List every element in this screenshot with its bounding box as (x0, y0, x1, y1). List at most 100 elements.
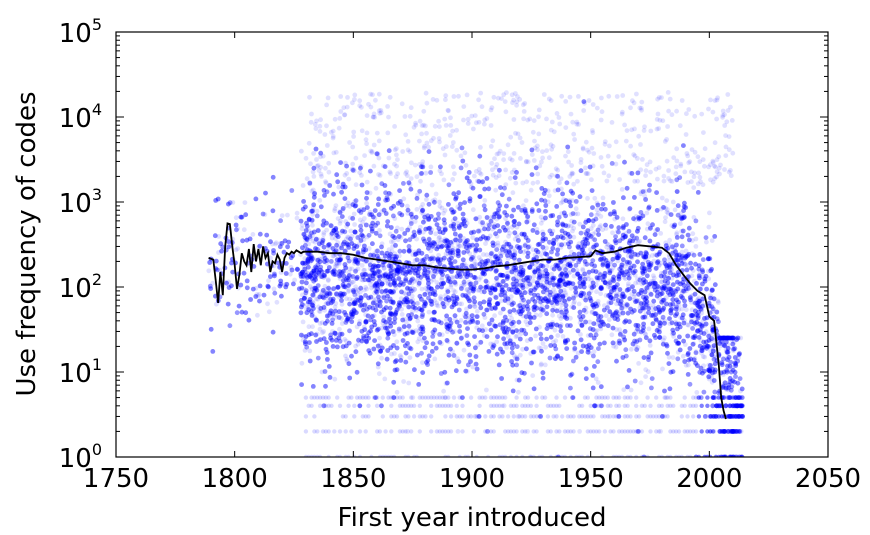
scatter-point (539, 278, 544, 283)
scatter-point (242, 200, 248, 206)
scatter-point (253, 285, 259, 291)
scatter-point (675, 349, 681, 355)
scatter-point (357, 318, 363, 324)
scatter-point (347, 203, 352, 209)
scatter-point (512, 257, 518, 263)
scatter-point (505, 225, 510, 231)
scatter-point (353, 289, 359, 294)
scatter-point (643, 168, 649, 174)
scatter-point (569, 304, 575, 310)
scatter-point (706, 224, 712, 230)
scatter-point (538, 345, 544, 351)
scatter-point (561, 298, 567, 304)
scatter-point (506, 233, 511, 239)
scatter-point (702, 303, 707, 308)
scatter-point (550, 312, 555, 318)
scatter-point (608, 285, 614, 290)
scatter-point (617, 311, 622, 317)
scatter-point (678, 163, 684, 169)
scatter-point (556, 260, 562, 266)
scatter-point (699, 299, 705, 305)
scatter-point (345, 221, 351, 227)
scatter-point (559, 277, 565, 283)
scatter-point (505, 227, 511, 233)
scatter-point (344, 203, 349, 209)
scatter-point (279, 213, 285, 219)
scatter-point (706, 276, 712, 282)
scatter-point (328, 232, 334, 237)
scatter-point (587, 319, 593, 325)
scatter-point (474, 238, 480, 243)
scatter-point (450, 177, 456, 182)
scatter-point (572, 285, 578, 290)
scatter-point (604, 241, 610, 247)
scatter-point (699, 310, 705, 316)
scatter-point (724, 356, 730, 361)
scatter-point (605, 281, 611, 287)
scatter-point (667, 237, 672, 243)
scatter-point (576, 301, 582, 307)
scatter-point (551, 281, 557, 286)
scatter-point (593, 230, 599, 235)
scatter-point (709, 379, 715, 385)
scatter-point (464, 306, 469, 312)
scatter-point (645, 369, 651, 375)
scatter-point (306, 241, 312, 247)
scatter-point (318, 292, 324, 298)
scatter-point (683, 307, 689, 313)
scatter-point (398, 327, 404, 333)
scatter-point (467, 251, 473, 256)
scatter-point (712, 355, 718, 361)
scatter-point (414, 328, 419, 333)
scatter-point (348, 281, 353, 286)
scatter-point (664, 295, 669, 300)
scatter-point (307, 253, 313, 259)
scatter-point (420, 360, 425, 365)
scatter-point (539, 308, 545, 314)
scatter-point (512, 270, 518, 276)
scatter-point (368, 282, 373, 287)
scatter-point (310, 300, 316, 306)
scatter-point (659, 195, 665, 201)
scatter-point (514, 224, 520, 230)
scatter-point (302, 232, 308, 238)
scatter-point (440, 301, 446, 306)
scatter-point (294, 210, 300, 216)
scatter-point (206, 268, 212, 274)
scatter-point (647, 343, 653, 348)
scatter-point (704, 239, 709, 245)
scatter-point (399, 312, 405, 317)
scatter-point (660, 366, 665, 372)
scatter-point (702, 354, 708, 360)
scatter-point (351, 211, 357, 217)
scatter-point (476, 287, 482, 293)
scatter-point (435, 303, 441, 309)
scatter-point (678, 161, 684, 167)
scatter-point (455, 429, 461, 434)
scatter-point (635, 345, 641, 350)
scatter-point (568, 223, 574, 229)
scatter-point (578, 332, 583, 337)
scatter-point (385, 278, 391, 284)
scatter-point (359, 263, 365, 268)
scatter-point (636, 361, 641, 366)
scatter-point (707, 210, 712, 216)
scatter-point (333, 236, 338, 242)
scatter-point (451, 288, 456, 294)
scatter-point (682, 342, 688, 347)
scatter-point (672, 248, 678, 253)
scatter-point (512, 236, 518, 242)
scatter-point (594, 328, 600, 333)
scatter-point (659, 317, 665, 323)
scatter-point (651, 309, 657, 315)
scatter-point (488, 341, 494, 347)
scatter-point (492, 259, 498, 265)
scatter-point (342, 337, 348, 342)
scatter-point (325, 296, 331, 302)
scatter-point (510, 190, 516, 196)
scatter-point (429, 240, 434, 246)
scatter-point (428, 279, 434, 284)
scatter-point (433, 231, 439, 237)
scatter-point (487, 233, 493, 239)
